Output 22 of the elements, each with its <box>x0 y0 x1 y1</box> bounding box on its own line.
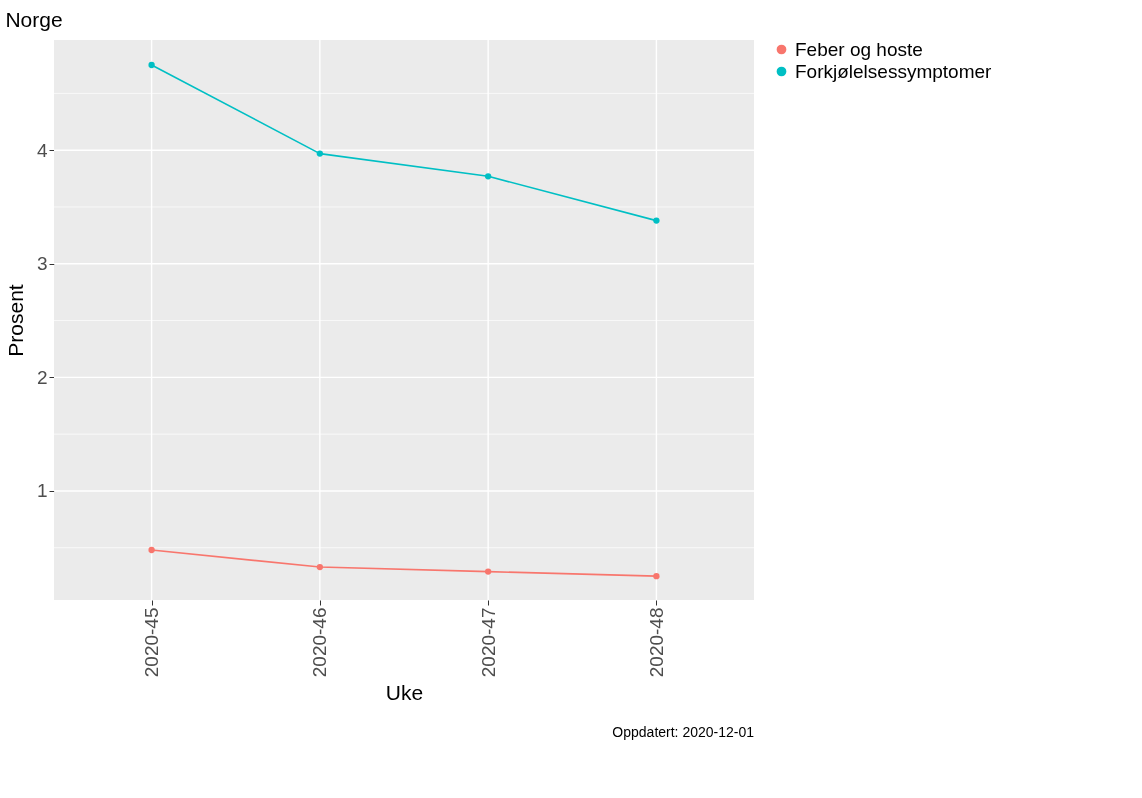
x-tick-label: 2020-46 <box>309 607 331 678</box>
point <box>148 546 155 554</box>
y-tick-label: 1 <box>36 480 48 502</box>
point <box>316 150 324 157</box>
y-tick-label: 2 <box>36 366 48 388</box>
x-axis-title: Uke <box>385 681 424 705</box>
x-tick-label: 2020-45 <box>141 607 163 678</box>
point <box>484 568 492 575</box>
point <box>653 217 660 224</box>
legend-label: Forkjølelsessymptomer <box>795 60 993 82</box>
chart-title: Norge <box>5 8 63 32</box>
x-tick-label: 2020-48 <box>645 607 667 678</box>
text: Oppdatert: 2020-12-01 <box>612 724 755 740</box>
point <box>148 61 155 69</box>
y-tick-label: 3 <box>36 253 48 275</box>
y-axis-title: Prosent <box>3 284 27 357</box>
x-tick-label: 2020-47 <box>477 607 499 678</box>
point <box>653 572 660 580</box>
legend-label: Feber og hoste <box>795 38 923 60</box>
point <box>484 173 492 180</box>
y-tick-label: 4 <box>36 139 48 161</box>
point <box>316 563 324 571</box>
